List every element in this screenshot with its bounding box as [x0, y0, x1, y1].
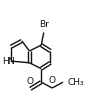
Text: H: H — [2, 57, 8, 66]
Text: O: O — [27, 77, 34, 86]
Text: Br: Br — [39, 20, 49, 29]
Text: CH₃: CH₃ — [67, 78, 84, 87]
Text: O: O — [49, 76, 56, 85]
Text: N: N — [8, 57, 14, 66]
